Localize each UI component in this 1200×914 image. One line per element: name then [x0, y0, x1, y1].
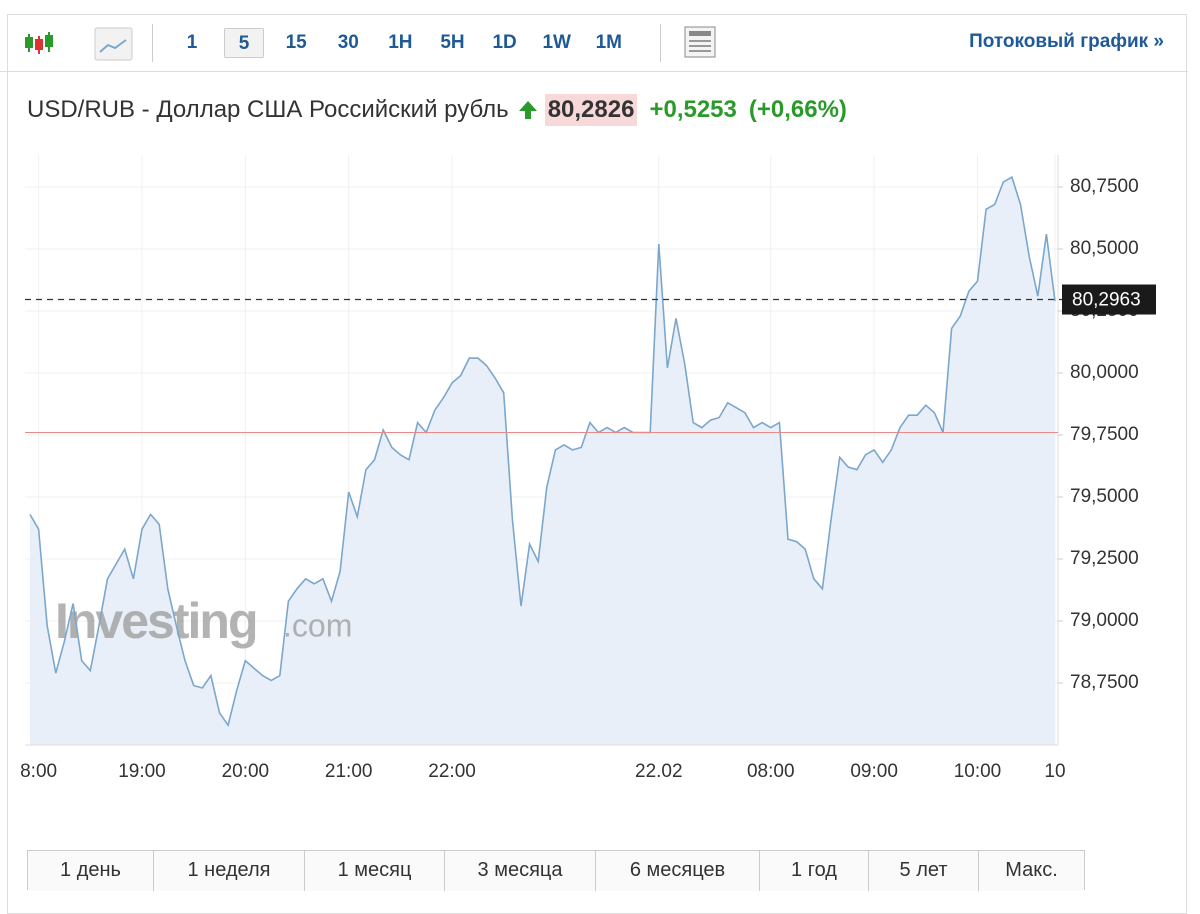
period-button[interactable]: 1 год: [759, 851, 868, 891]
interval-button[interactable]: 30: [337, 32, 359, 53]
period-button[interactable]: 1 месяц: [304, 851, 444, 891]
current-price-label: 80,2963: [1072, 290, 1141, 311]
x-tick-label: 22.02: [635, 761, 683, 782]
y-tick-label: 78,7500: [1070, 672, 1139, 693]
up-arrow: [518, 101, 537, 119]
x-tick-label: 21:00: [325, 761, 373, 782]
separator: [660, 24, 661, 62]
x-tick-label: 19:00: [118, 761, 166, 782]
x-tick-label: 10: [1044, 761, 1065, 782]
y-tick-label: 79,5000: [1070, 486, 1139, 507]
x-tick-label: 22:00: [428, 761, 476, 782]
header: USD/RUB - Доллар США Российский рубль 80…: [27, 94, 847, 126]
period-button[interactable]: 3 месяца: [444, 851, 595, 891]
period-button[interactable]: 5 лет: [868, 851, 978, 891]
x-tick-label: 10:00: [954, 761, 1002, 782]
y-tick-label: 79,0000: [1070, 610, 1139, 631]
y-tick-label: 80,5000: [1070, 238, 1139, 259]
interval-button[interactable]: 1W: [542, 32, 571, 53]
x-tick-label: 20:00: [222, 761, 270, 782]
chart: Investing .com 8:00 19:00 20:00 21:00 22:00 2…: [20, 155, 1156, 782]
y-tick-label: 79,7500: [1070, 424, 1139, 445]
y-tick-label: 80,0000: [1070, 362, 1139, 383]
y-tick-label: 80,7500: [1070, 176, 1139, 197]
current-price-box: [1062, 284, 1156, 315]
interval-button[interactable]: 1H: [388, 32, 413, 53]
change-pct: (+0,66%): [748, 96, 847, 123]
period-bar: 1 день 1 неделя 1 месяц 3 месяца 6 месяцев 1 …: [27, 850, 1085, 891]
area: [30, 177, 1055, 746]
interval-button[interactable]: 5: [224, 28, 265, 58]
watermark-suffix: .com: [283, 607, 352, 643]
interval-button[interactable]: 5H: [440, 32, 465, 53]
title: USD/RUB - Доллар США Российский рубль: [27, 96, 509, 123]
watermark: Investing: [55, 593, 256, 649]
line: [29, 175, 1056, 728]
change: +0,5253: [649, 96, 737, 123]
interval-button[interactable]: 1: [186, 32, 198, 53]
period-button[interactable]: 1 день: [28, 851, 153, 891]
period-button[interactable]: Макс.: [978, 851, 1084, 891]
period-button[interactable]: 6 месяцев: [595, 851, 759, 891]
interval-button[interactable]: 1M: [595, 32, 622, 53]
price: 80,2826: [544, 94, 638, 126]
page: Investing .com 8:00 19:00 20:00 21:00 22:00 2…: [0, 14, 1188, 914]
period-button[interactable]: 1 неделя: [153, 851, 304, 891]
x-tick-label: 08:00: [747, 761, 795, 782]
interval-button[interactable]: 15: [285, 32, 307, 53]
interval-button[interactable]: 1D: [492, 32, 517, 53]
toolbar: 1 5 15 30 1H 5H 1D 1W 1M Потоковый график »: [0, 14, 1188, 72]
y-tick-label: 79,2500: [1070, 548, 1139, 569]
table-icon[interactable]: [684, 26, 718, 60]
chart-type-icons: [25, 27, 133, 61]
x-tick-label: 8:00: [20, 761, 57, 782]
stream-link[interactable]: Потоковый график »: [969, 31, 1164, 52]
separator: [152, 24, 153, 62]
x-tick-label: 09:00: [850, 761, 898, 782]
